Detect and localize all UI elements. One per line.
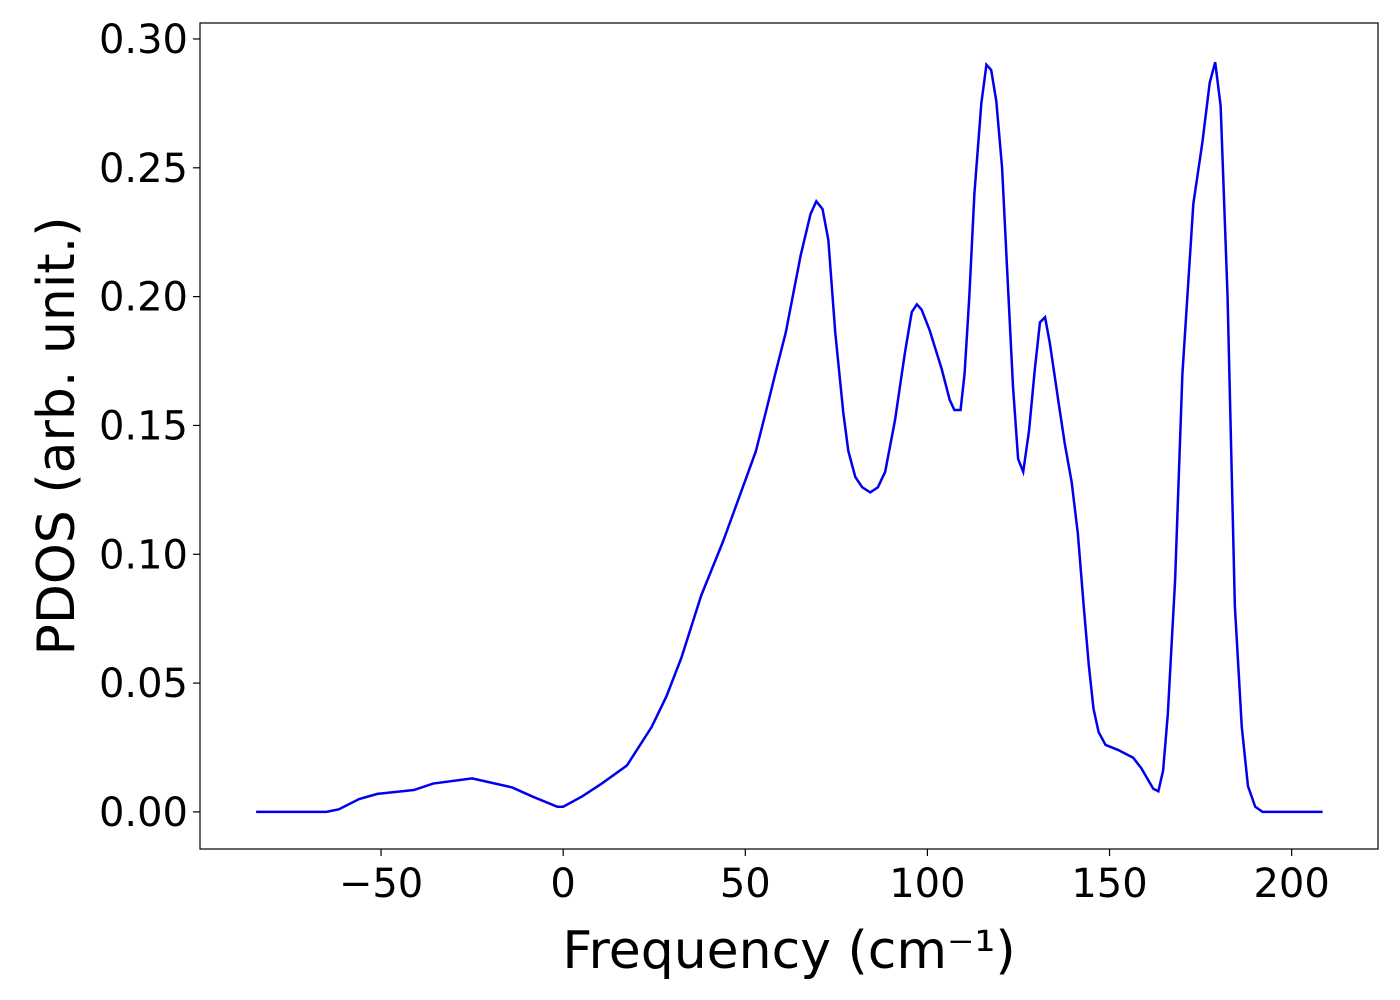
x-tick-label: 150 [1071, 861, 1147, 907]
data-line [256, 61, 1323, 814]
x-tick-label: 50 [720, 861, 771, 907]
y-tick-label: 0.30 [99, 17, 188, 63]
x-tick-label: −50 [339, 861, 423, 907]
y-tick-label: 0.00 [99, 790, 188, 836]
x-tick-label: 200 [1253, 861, 1329, 907]
y-tick-label: 0.25 [99, 146, 188, 192]
x-tick-label: 0 [550, 861, 575, 907]
x-axis-label: Frequency (cm⁻¹) [562, 921, 1015, 981]
y-axis-label: PDOS (arb. unit.) [27, 216, 87, 655]
y-tick-label: 0.10 [99, 532, 188, 578]
y-tick-label: 0.20 [99, 275, 188, 321]
plot-frame [199, 22, 1379, 850]
y-tick-label: 0.15 [99, 403, 188, 449]
x-tick-label: 100 [889, 861, 965, 907]
y-tick-label: 0.05 [99, 661, 188, 707]
